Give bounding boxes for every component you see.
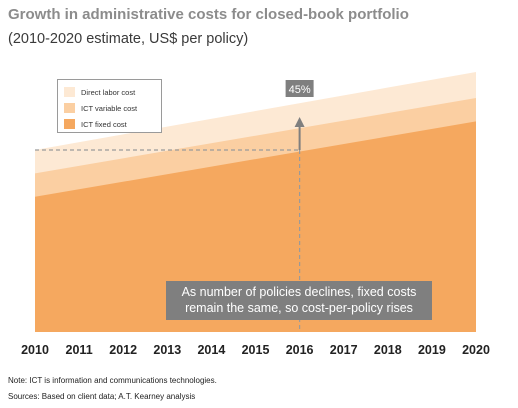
arrow-up-icon	[294, 117, 305, 127]
x-tick-label: 2015	[241, 343, 270, 357]
callout-box	[166, 281, 432, 320]
x-tick-label: 2017	[329, 343, 358, 357]
callout-text-line-2: remain the same, so cost-per-policy rise…	[185, 301, 413, 315]
legend-label-ict-fixed: ICT fixed cost	[81, 119, 127, 129]
chart-title: Growth in administrative costs for close…	[8, 6, 409, 23]
chart-subtitle: (2010-2020 estimate, US$ per policy)	[8, 31, 249, 47]
x-tick-label: 2012	[109, 343, 138, 357]
percent-label: 45%	[289, 84, 311, 96]
area-ict-fixed-cost	[35, 121, 476, 333]
legend-swatch-direct-labor	[64, 87, 75, 97]
x-tick-label: 2020	[462, 343, 490, 357]
callout-text-line-1: As number of policies declines, fixed co…	[182, 285, 417, 299]
x-tick-label: 2014	[197, 343, 226, 357]
legend-swatch-ict-fixed	[64, 119, 75, 129]
x-tick-label: 2013	[153, 343, 182, 357]
legend-label-direct-labor: Direct labor cost	[81, 87, 136, 97]
x-tick-label: 2010	[21, 343, 49, 357]
legend-label-ict-variable: ICT variable cost	[81, 103, 138, 113]
legend-item-ict-variable: ICT variable cost	[64, 100, 157, 116]
legend: Direct labor cost ICT variable cost ICT …	[57, 79, 162, 133]
sources-note: Sources: Based on client data; A.T. Kear…	[8, 392, 196, 401]
footnote: Note: ICT is information and communicati…	[8, 376, 217, 385]
legend-item-ict-fixed: ICT fixed cost	[64, 116, 157, 132]
x-tick-label: 2016	[285, 343, 314, 357]
legend-swatch-ict-variable	[64, 103, 75, 113]
x-axis-ticks: 2010 2011 2012 2013 2014 2015 2016 2017 2018 2019…	[0, 343, 518, 361]
x-tick-label: 2011	[65, 343, 93, 357]
legend-item-direct-labor: Direct labor cost	[64, 84, 157, 100]
x-tick-label: 2019	[417, 343, 446, 357]
percent-label-box	[285, 80, 314, 97]
x-tick-label: 2018	[373, 343, 402, 357]
